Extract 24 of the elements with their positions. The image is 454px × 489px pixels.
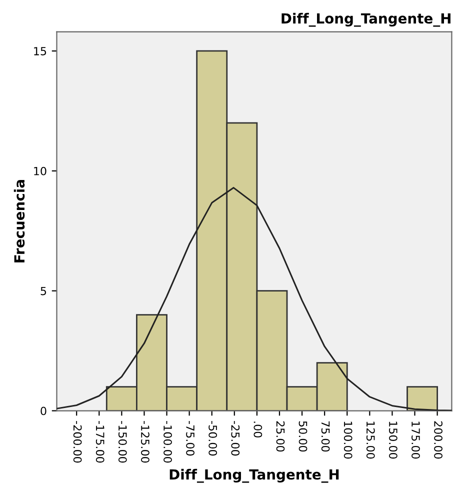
y-tick-label: 15 (34, 47, 46, 56)
x-tick-label: 200.00 (434, 421, 442, 459)
y-tick-label: 10 (34, 166, 46, 176)
y-tick-label: 5 (40, 286, 46, 296)
x-tick-label: 25.00 (276, 421, 285, 452)
y-axis-title: Frecuencia (14, 180, 25, 262)
y-tick-label: 0 (40, 406, 46, 416)
x-tick-label: 75.00 (321, 421, 330, 452)
x-tick-label: 175.00 (412, 422, 420, 459)
x-tick-label: -50.00 (208, 421, 218, 456)
x-tick-label: -200.00 (73, 421, 82, 463)
x-tick-label: -150.00 (118, 421, 127, 463)
x-tick-label: -125.00 (141, 421, 150, 463)
x-tick-label: -100.00 (164, 421, 172, 463)
x-tick-label: .00 (254, 422, 262, 438)
x-tick-label: 150.00 (388, 422, 398, 459)
x-tick-label: -25.00 (231, 421, 240, 456)
x-tick-label: -75.00 (186, 421, 194, 456)
x-tick-label: 50.00 (298, 421, 308, 452)
x-tick-label: -175.00 (96, 421, 104, 463)
x-tick-label: 125.00 (366, 422, 375, 459)
x-axis-title: Diff_Long_Tangente_H (170, 468, 339, 483)
chart-title: Diff_Long_Tangente_H (282, 12, 450, 27)
x-tick-label: 100.00 (344, 422, 352, 459)
